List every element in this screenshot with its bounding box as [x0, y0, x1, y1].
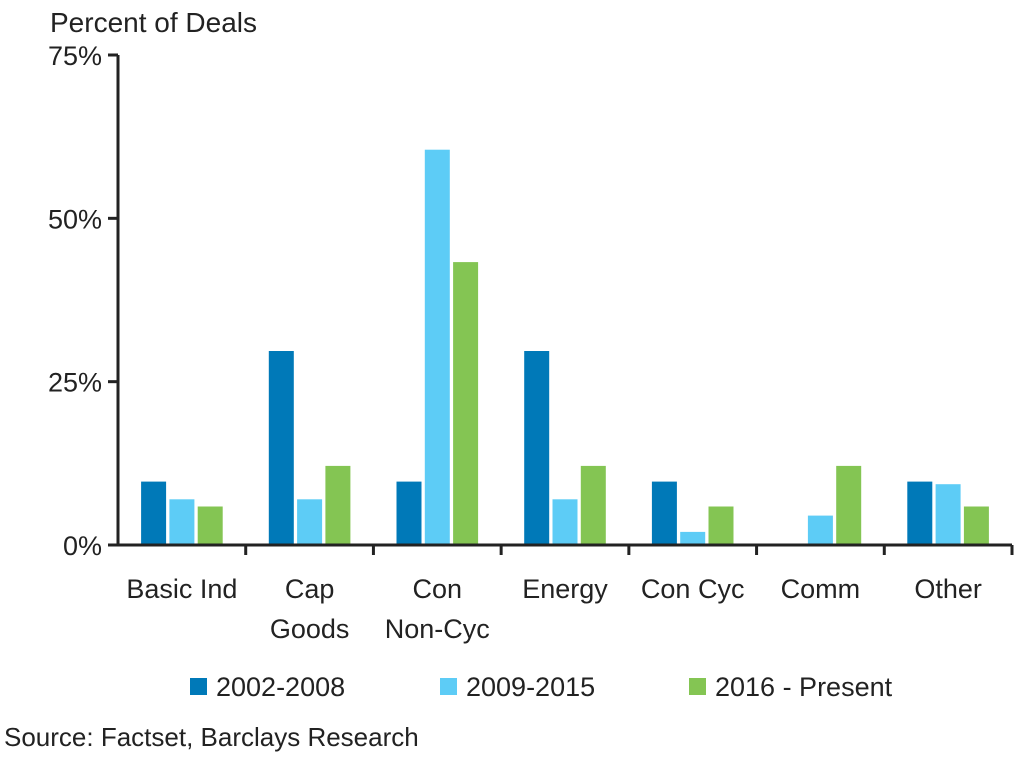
bar-3-1: [197, 506, 223, 545]
bar-2-4: [552, 499, 578, 545]
bar-3-7: [963, 506, 989, 545]
x-tick-label: Energy: [522, 574, 608, 604]
y-tick-label: 75%: [48, 41, 102, 71]
legend-swatch-2: [440, 678, 457, 695]
bar-2-7: [935, 484, 961, 545]
legend-label-1: 2002-2008: [216, 672, 345, 702]
y-axis-title: Percent of Deals: [50, 7, 257, 38]
bar-1-3: [396, 481, 422, 545]
bar-3-6: [836, 465, 862, 545]
bar-2-2: [297, 499, 323, 545]
y-axis: 0% 25% 50% 75%: [48, 41, 120, 561]
x-tick-label: Goods: [270, 614, 350, 644]
x-tick-label: Con Cyc: [641, 574, 745, 604]
bar-1-4: [524, 351, 550, 545]
bar-1-5: [651, 481, 677, 545]
x-tick-label: Basic Ind: [126, 574, 237, 604]
bar-3-2: [325, 465, 351, 545]
legend-swatch-1: [190, 678, 207, 695]
legend-label-2: 2009-2015: [466, 672, 595, 702]
x-tick-label: Con: [413, 574, 463, 604]
y-tick-label: 50%: [48, 204, 102, 234]
legend-swatch-3: [689, 678, 706, 695]
x-tick-label: Other: [914, 574, 982, 604]
x-axis: Basic Ind Cap Goods Con Non-Cyc Energy Con Cyc…: [118, 543, 1014, 644]
bars: [141, 149, 989, 545]
x-tick-label: Non-Cyc: [385, 614, 490, 644]
legend-label-3: 2016 - Present: [715, 672, 893, 702]
bar-3-5: [708, 506, 734, 545]
y-tick-label: 0%: [63, 531, 102, 561]
legend: 2002-2008 2009-2015 2016 - Present: [190, 672, 893, 702]
bar-1-2: [268, 351, 294, 545]
y-tick-label: 25%: [48, 368, 102, 398]
bar-2-5: [680, 531, 706, 545]
bar-2-6: [807, 515, 833, 545]
source-note: Source: Factset, Barclays Research: [4, 722, 419, 752]
bar-1-7: [907, 481, 933, 545]
bar-2-1: [169, 499, 195, 545]
bar-3-3: [453, 262, 479, 545]
bar-1-1: [141, 481, 167, 545]
x-tick-label: Cap: [285, 574, 335, 604]
bar-3-4: [580, 465, 606, 545]
bar-2-3: [424, 149, 450, 545]
x-tick-label: Comm: [781, 574, 861, 604]
